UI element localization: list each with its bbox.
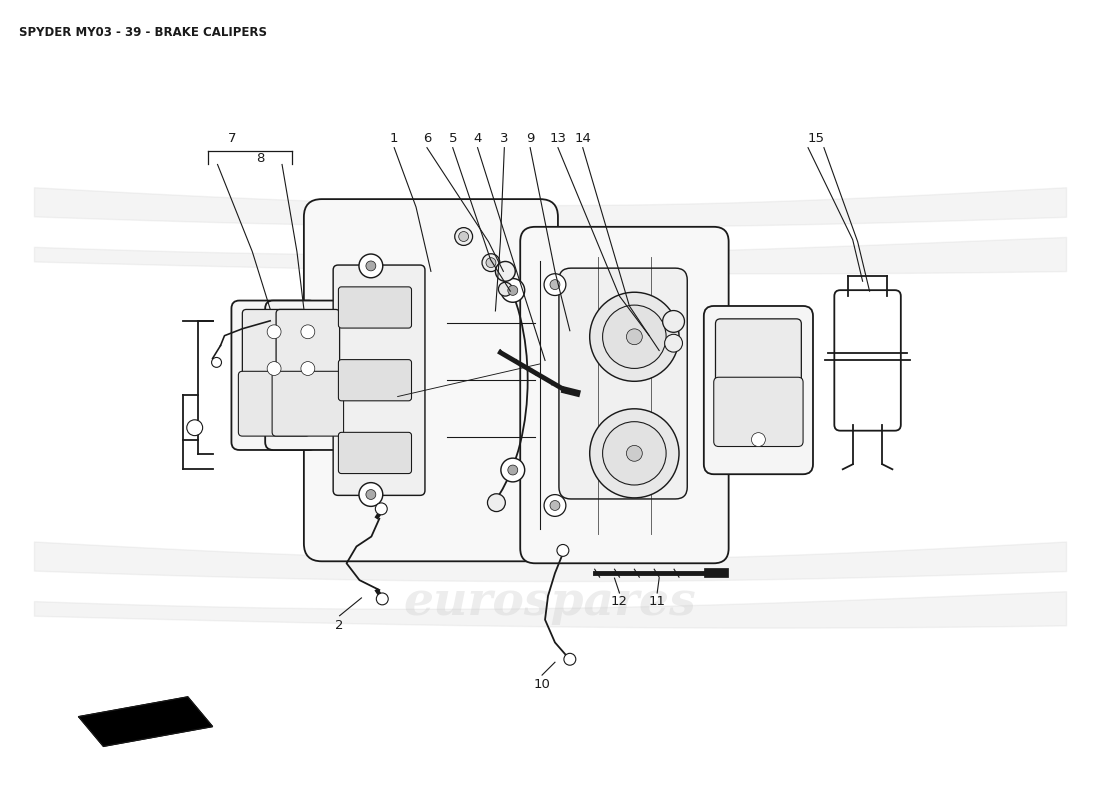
- Circle shape: [544, 494, 565, 516]
- Text: 11: 11: [649, 595, 666, 608]
- Text: 12: 12: [610, 595, 628, 608]
- Circle shape: [550, 280, 560, 290]
- Text: 15: 15: [807, 132, 825, 146]
- Polygon shape: [78, 697, 212, 746]
- Circle shape: [751, 433, 766, 446]
- Circle shape: [211, 358, 221, 367]
- FancyBboxPatch shape: [339, 287, 411, 328]
- Circle shape: [557, 545, 569, 556]
- Circle shape: [662, 310, 684, 332]
- Circle shape: [590, 292, 679, 382]
- FancyBboxPatch shape: [520, 227, 728, 563]
- Circle shape: [564, 654, 575, 666]
- Circle shape: [498, 282, 513, 296]
- Circle shape: [550, 501, 560, 510]
- FancyBboxPatch shape: [265, 301, 351, 450]
- Text: 5: 5: [449, 132, 456, 146]
- Circle shape: [376, 593, 388, 605]
- Circle shape: [359, 254, 383, 278]
- FancyBboxPatch shape: [239, 371, 310, 436]
- Text: 6: 6: [422, 132, 431, 146]
- Circle shape: [590, 409, 679, 498]
- Circle shape: [500, 278, 525, 302]
- Circle shape: [301, 362, 315, 375]
- Circle shape: [301, 325, 315, 338]
- Circle shape: [187, 420, 202, 436]
- FancyBboxPatch shape: [231, 301, 317, 450]
- Text: eurospares: eurospares: [404, 579, 696, 625]
- Circle shape: [454, 228, 473, 246]
- Circle shape: [366, 261, 376, 271]
- Circle shape: [544, 274, 565, 295]
- Text: 2: 2: [336, 619, 344, 632]
- Circle shape: [603, 305, 667, 369]
- Text: 10: 10: [534, 678, 550, 691]
- FancyBboxPatch shape: [339, 360, 411, 401]
- FancyBboxPatch shape: [714, 378, 803, 446]
- Circle shape: [375, 503, 387, 514]
- FancyBboxPatch shape: [304, 199, 558, 562]
- Circle shape: [267, 362, 282, 375]
- Circle shape: [664, 334, 682, 352]
- Circle shape: [366, 490, 376, 499]
- Text: SPYDER MY03 - 39 - BRAKE CALIPERS: SPYDER MY03 - 39 - BRAKE CALIPERS: [19, 26, 267, 39]
- FancyBboxPatch shape: [272, 371, 343, 436]
- Text: 1: 1: [389, 132, 398, 146]
- Text: 8: 8: [256, 152, 264, 165]
- Circle shape: [508, 286, 518, 295]
- Circle shape: [487, 494, 505, 511]
- Circle shape: [459, 231, 469, 242]
- FancyBboxPatch shape: [704, 306, 813, 474]
- Circle shape: [508, 465, 518, 475]
- Text: eurospares: eurospares: [404, 222, 696, 269]
- Circle shape: [500, 458, 525, 482]
- Circle shape: [359, 482, 383, 506]
- FancyBboxPatch shape: [276, 310, 340, 391]
- FancyBboxPatch shape: [242, 310, 306, 391]
- Text: 4: 4: [473, 132, 482, 146]
- Circle shape: [626, 446, 642, 462]
- FancyBboxPatch shape: [715, 319, 801, 418]
- Text: 14: 14: [574, 132, 591, 146]
- Circle shape: [603, 422, 667, 485]
- Text: 7: 7: [228, 132, 236, 146]
- Text: 3: 3: [500, 132, 508, 146]
- Circle shape: [482, 254, 499, 271]
- Circle shape: [267, 325, 282, 338]
- FancyBboxPatch shape: [559, 268, 688, 499]
- Text: 9: 9: [526, 132, 535, 146]
- Circle shape: [626, 329, 642, 345]
- FancyBboxPatch shape: [333, 265, 425, 495]
- Circle shape: [486, 258, 496, 267]
- FancyBboxPatch shape: [339, 432, 411, 474]
- Circle shape: [495, 262, 515, 282]
- Text: 13: 13: [549, 132, 566, 146]
